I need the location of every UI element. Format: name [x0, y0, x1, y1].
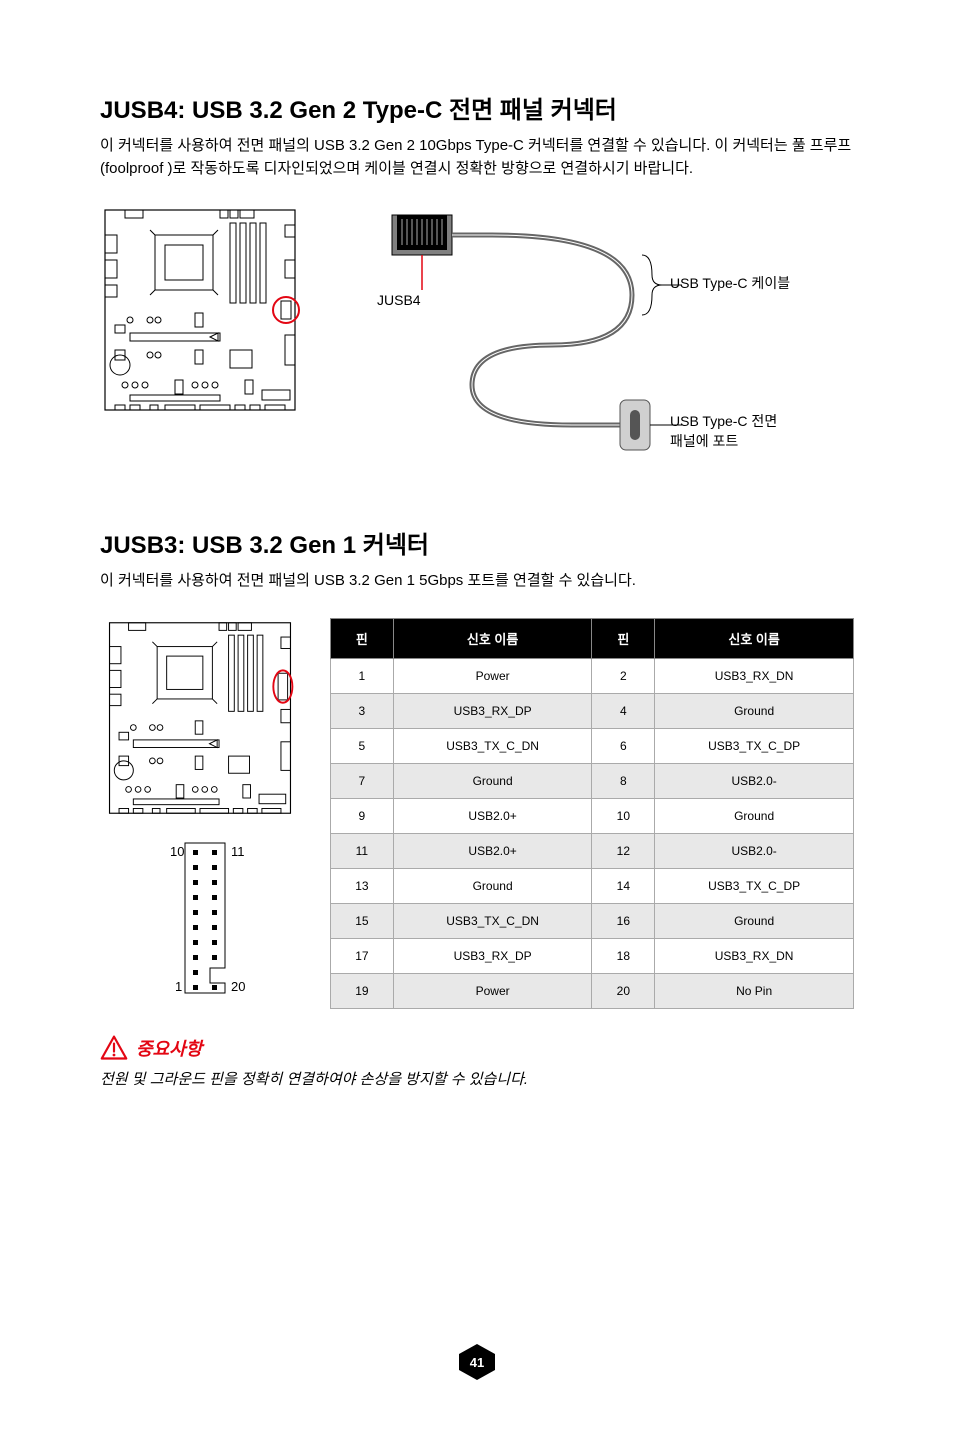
- table-cell: 18: [592, 938, 655, 973]
- table-cell: 15: [331, 903, 394, 938]
- section1-description: 이 커넥터를 사용하여 전면 패널의 USB 3.2 Gen 2 10Gbps …: [100, 135, 854, 180]
- table-cell: USB3_RX_DN: [655, 658, 854, 693]
- table-cell: USB3_TX_C_DP: [655, 868, 854, 903]
- pin-label-11: 11: [231, 844, 245, 859]
- page-number: 41: [470, 1355, 484, 1370]
- th-pin2: 핀: [592, 618, 655, 658]
- table-cell: 20: [592, 973, 655, 1008]
- table-cell: 11: [331, 833, 394, 868]
- table-cell: No Pin: [655, 973, 854, 1008]
- important-notice: 중요사항 전원 및 그라운드 핀을 정확히 연결하여야 손상을 방지할 수 있습…: [100, 1034, 854, 1089]
- table-row: 11USB2.0+12USB2.0-: [331, 833, 854, 868]
- section2-description: 이 커넥터를 사용하여 전면 패널의 USB 3.2 Gen 1 5Gbps 포…: [100, 570, 854, 593]
- table-cell: USB3_TX_C_DN: [393, 903, 592, 938]
- table-cell: USB2.0-: [655, 763, 854, 798]
- pin-signal-table: 핀 신호 이름 핀 신호 이름 1Power2USB3_RX_DN3USB3_R…: [330, 618, 854, 1009]
- cable-diagram: JUSB4 USB Type-C 케이블 USB Type-C 전면 패널에 포…: [330, 205, 854, 465]
- table-cell: 12: [592, 833, 655, 868]
- table-cell: 4: [592, 693, 655, 728]
- port-label-1: USB Type-C 전면: [670, 411, 777, 431]
- table-cell: 13: [331, 868, 394, 903]
- table-cell: 5: [331, 728, 394, 763]
- table-cell: USB3_TX_C_DN: [393, 728, 592, 763]
- th-name2: 신호 이름: [655, 618, 854, 658]
- table-cell: USB3_RX_DP: [393, 693, 592, 728]
- table-cell: 8: [592, 763, 655, 798]
- jusb4-label: JUSB4: [377, 292, 421, 308]
- table-cell: Power: [393, 658, 592, 693]
- table-row: 3USB3_RX_DP4Ground: [331, 693, 854, 728]
- table-cell: 1: [331, 658, 394, 693]
- pin-label-20: 20: [231, 979, 245, 994]
- warning-icon: [100, 1034, 128, 1062]
- table-cell: 9: [331, 798, 394, 833]
- section1-diagram-row: JUSB4 USB Type-C 케이블 USB Type-C 전면 패널에 포…: [100, 205, 854, 465]
- table-cell: USB3_RX_DP: [393, 938, 592, 973]
- section1-title: JUSB4: USB 3.2 Gen 2 Type-C 전면 패널 커넥터: [100, 90, 854, 125]
- table-cell: USB2.0-: [655, 833, 854, 868]
- table-row: 1Power2USB3_RX_DN: [331, 658, 854, 693]
- pin-header-diagram: 10 11 1 20: [100, 838, 310, 998]
- table-cell: USB3_RX_DN: [655, 938, 854, 973]
- table-cell: Ground: [393, 763, 592, 798]
- motherboard-schematic-1: [100, 205, 300, 415]
- th-name1: 신호 이름: [393, 618, 592, 658]
- table-row: 9USB2.0+10Ground: [331, 798, 854, 833]
- table-cell: 16: [592, 903, 655, 938]
- pin-label-1: 1: [175, 979, 182, 994]
- table-row: 13Ground14USB3_TX_C_DP: [331, 868, 854, 903]
- cable-label: USB Type-C 케이블: [670, 273, 790, 293]
- table-cell: 3: [331, 693, 394, 728]
- table-row: 7Ground8USB2.0-: [331, 763, 854, 798]
- table-cell: 2: [592, 658, 655, 693]
- table-cell: Ground: [655, 693, 854, 728]
- th-pin1: 핀: [331, 618, 394, 658]
- table-cell: USB3_TX_C_DP: [655, 728, 854, 763]
- motherboard-schematic-2: [100, 618, 300, 818]
- table-row: 19Power20No Pin: [331, 973, 854, 1008]
- table-cell: 10: [592, 798, 655, 833]
- table-row: 15USB3_TX_C_DN16Ground: [331, 903, 854, 938]
- table-header-row: 핀 신호 이름 핀 신호 이름: [331, 618, 854, 658]
- table-row: 17USB3_RX_DP18USB3_RX_DN: [331, 938, 854, 973]
- page-number-badge: 41: [455, 1342, 499, 1387]
- table-cell: 6: [592, 728, 655, 763]
- table-cell: USB2.0+: [393, 833, 592, 868]
- table-cell: 14: [592, 868, 655, 903]
- table-cell: 19: [331, 973, 394, 1008]
- table-cell: Ground: [655, 903, 854, 938]
- table-cell: 17: [331, 938, 394, 973]
- table-cell: Ground: [393, 868, 592, 903]
- table-cell: USB2.0+: [393, 798, 592, 833]
- table-cell: 7: [331, 763, 394, 798]
- table-row: 5USB3_TX_C_DN6USB3_TX_C_DP: [331, 728, 854, 763]
- table-cell: Power: [393, 973, 592, 1008]
- table-cell: Ground: [655, 798, 854, 833]
- notice-title: 중요사항: [136, 1035, 202, 1061]
- notice-text: 전원 및 그라운드 핀을 정확히 연결하여야 손상을 방지할 수 있습니다.: [100, 1068, 854, 1089]
- port-label-2: 패널에 포트: [670, 431, 777, 451]
- pin-label-10: 10: [170, 844, 184, 859]
- section2-title: JUSB3: USB 3.2 Gen 1 커넥터: [100, 525, 854, 560]
